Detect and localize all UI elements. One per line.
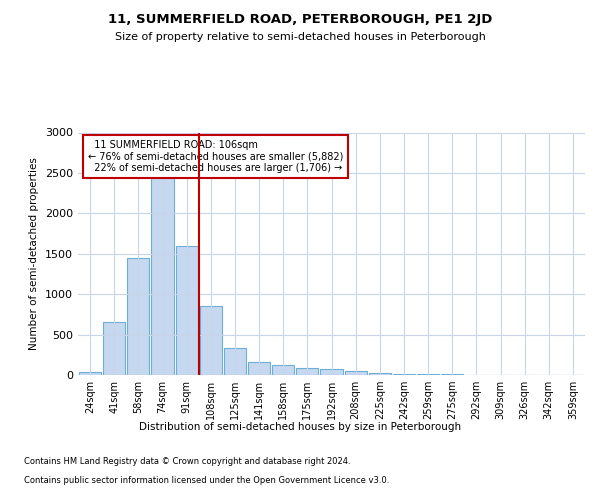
Bar [344,371,367,375]
Text: 11 SUMMERFIELD ROAD: 106sqm
← 76% of semi-detached houses are smaller (5,882)
  : 11 SUMMERFIELD ROAD: 106sqm ← 76% of sem… [88,140,344,173]
Bar [103,322,125,375]
Bar [368,372,391,375]
Bar [272,366,295,375]
Text: Contains HM Land Registry data © Crown copyright and database right 2024.: Contains HM Land Registry data © Crown c… [24,458,350,466]
Bar [417,374,439,375]
Y-axis label: Number of semi-detached properties: Number of semi-detached properties [29,158,40,350]
Bar [151,173,173,375]
Bar [441,374,463,375]
Bar [320,368,343,375]
Bar [79,372,101,375]
Bar [176,246,198,375]
Bar [248,362,270,375]
Text: 11, SUMMERFIELD ROAD, PETERBOROUGH, PE1 2JD: 11, SUMMERFIELD ROAD, PETERBOROUGH, PE1 … [108,12,492,26]
Text: Contains public sector information licensed under the Open Government Licence v3: Contains public sector information licen… [24,476,389,485]
Text: Distribution of semi-detached houses by size in Peterborough: Distribution of semi-detached houses by … [139,422,461,432]
Bar [393,374,415,375]
Bar [127,258,149,375]
Text: Size of property relative to semi-detached houses in Peterborough: Size of property relative to semi-detach… [115,32,485,42]
Bar [296,368,319,375]
Bar [200,306,222,375]
Bar [224,348,246,375]
